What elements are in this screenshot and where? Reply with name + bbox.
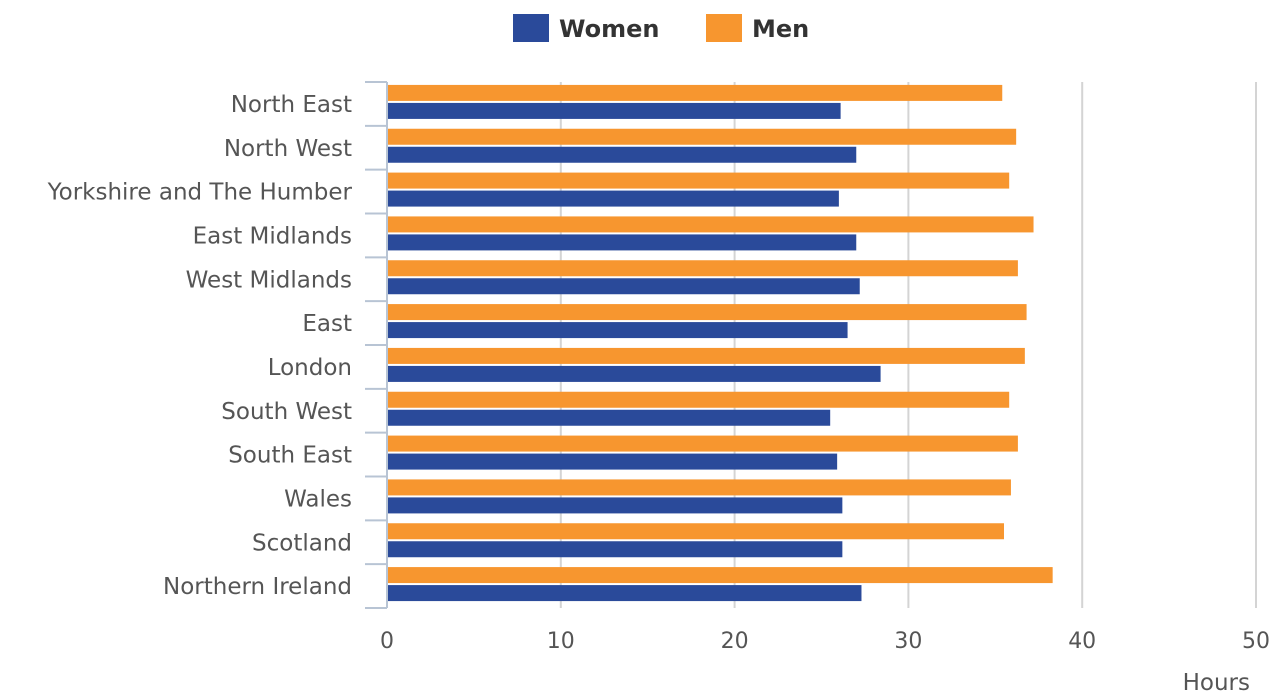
bar-women-north-west	[387, 146, 857, 163]
bar-women-london	[387, 365, 881, 382]
x-tick-label-10: 10	[547, 629, 575, 654]
legend-label-women: Women	[559, 15, 659, 43]
category-label-scotland: Scotland	[252, 530, 352, 556]
category-label-east: East	[302, 311, 352, 337]
category-label-yorkshire-and-the-humber: Yorkshire and The Humber	[47, 180, 353, 206]
legend-swatch-men	[706, 14, 742, 42]
bar-men-north-east	[387, 84, 1003, 101]
x-axis-title: Hours	[1183, 670, 1250, 693]
bar-women-north-east	[387, 102, 841, 119]
bar-women-scotland	[387, 541, 843, 558]
bar-women-south-west	[387, 409, 831, 426]
bar-men-south-west	[387, 391, 1010, 408]
bar-women-wales	[387, 497, 843, 514]
x-tick-label-50: 50	[1242, 629, 1270, 654]
bar-men-wales	[387, 479, 1011, 496]
bar-women-east-midlands	[387, 234, 857, 251]
category-label-northern-ireland: Northern Ireland	[163, 574, 352, 600]
bar-men-east-midlands	[387, 216, 1034, 233]
legend-swatch-women	[513, 14, 549, 42]
bar-women-south-east	[387, 453, 838, 470]
category-label-west-midlands: West Midlands	[186, 267, 352, 293]
x-tick-label-0: 0	[380, 629, 394, 654]
bars	[387, 84, 1053, 602]
bar-men-north-west	[387, 128, 1017, 145]
bar-men-yorkshire-and-the-humber	[387, 172, 1010, 189]
bar-men-south-east	[387, 435, 1018, 452]
x-tick-label-40: 40	[1068, 629, 1096, 654]
legend: Women Men	[513, 14, 809, 43]
bar-women-yorkshire-and-the-humber	[387, 190, 839, 207]
gridlines	[559, 82, 1257, 608]
category-label-london: London	[268, 355, 352, 381]
bar-women-northern-ireland	[387, 585, 862, 602]
bar-men-scotland	[387, 523, 1004, 540]
x-tick-label-30: 30	[894, 629, 922, 654]
category-label-wales: Wales	[284, 486, 352, 512]
x-axis: 0 10 20 30 40 50	[380, 629, 1270, 654]
y-axis: North East North West Yorkshire and The Hu…	[47, 81, 388, 609]
category-label-south-east: South East	[228, 443, 352, 469]
category-label-south-west: South West	[221, 399, 352, 425]
bar-men-east	[387, 304, 1027, 321]
bar-men-london	[387, 347, 1025, 364]
bar-women-west-midlands	[387, 278, 860, 295]
category-label-north-east: North East	[231, 92, 352, 118]
bar-men-west-midlands	[387, 260, 1018, 277]
category-label-north-west: North West	[224, 136, 352, 162]
category-label-east-midlands: East Midlands	[193, 223, 352, 249]
x-tick-label-20: 20	[721, 629, 749, 654]
bar-men-northern-ireland	[387, 567, 1053, 584]
legend-label-men: Men	[752, 15, 809, 43]
bar-women-east	[387, 322, 848, 339]
